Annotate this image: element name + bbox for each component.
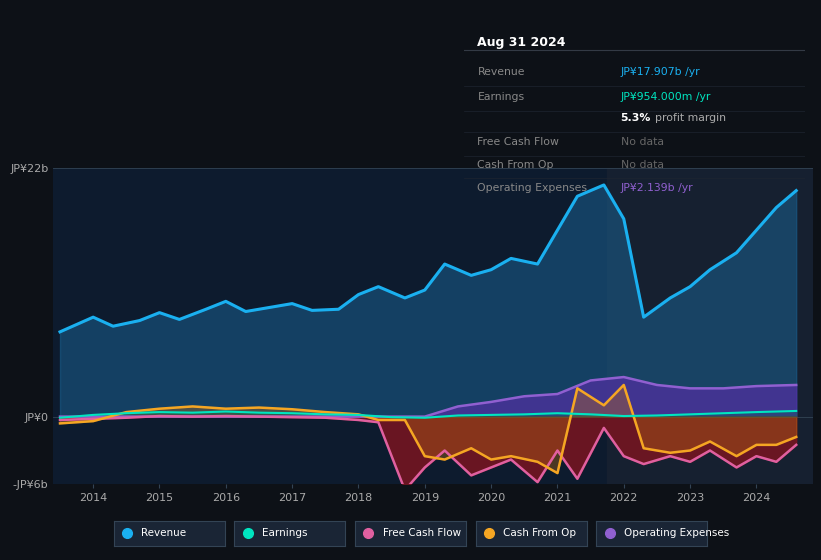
Text: profit margin: profit margin (654, 113, 726, 123)
Text: No data: No data (621, 137, 663, 147)
Text: Earnings: Earnings (478, 92, 525, 102)
Text: Revenue: Revenue (478, 67, 525, 77)
Text: Free Cash Flow: Free Cash Flow (383, 529, 461, 538)
Text: Earnings: Earnings (262, 529, 308, 538)
Text: Operating Expenses: Operating Expenses (624, 529, 729, 538)
Text: Cash From Op: Cash From Op (503, 529, 576, 538)
Text: Revenue: Revenue (141, 529, 186, 538)
Text: Aug 31 2024: Aug 31 2024 (478, 36, 566, 49)
Text: Cash From Op: Cash From Op (478, 160, 554, 170)
Text: JP¥17.907b /yr: JP¥17.907b /yr (621, 67, 700, 77)
Bar (608, 168, 813, 484)
Text: 5.3%: 5.3% (621, 113, 651, 123)
Text: No data: No data (621, 160, 663, 170)
Text: JP¥954.000m /yr: JP¥954.000m /yr (621, 92, 711, 102)
Text: Operating Expenses: Operating Expenses (478, 183, 588, 193)
Text: JP¥2.139b /yr: JP¥2.139b /yr (621, 183, 693, 193)
Text: Free Cash Flow: Free Cash Flow (478, 137, 559, 147)
